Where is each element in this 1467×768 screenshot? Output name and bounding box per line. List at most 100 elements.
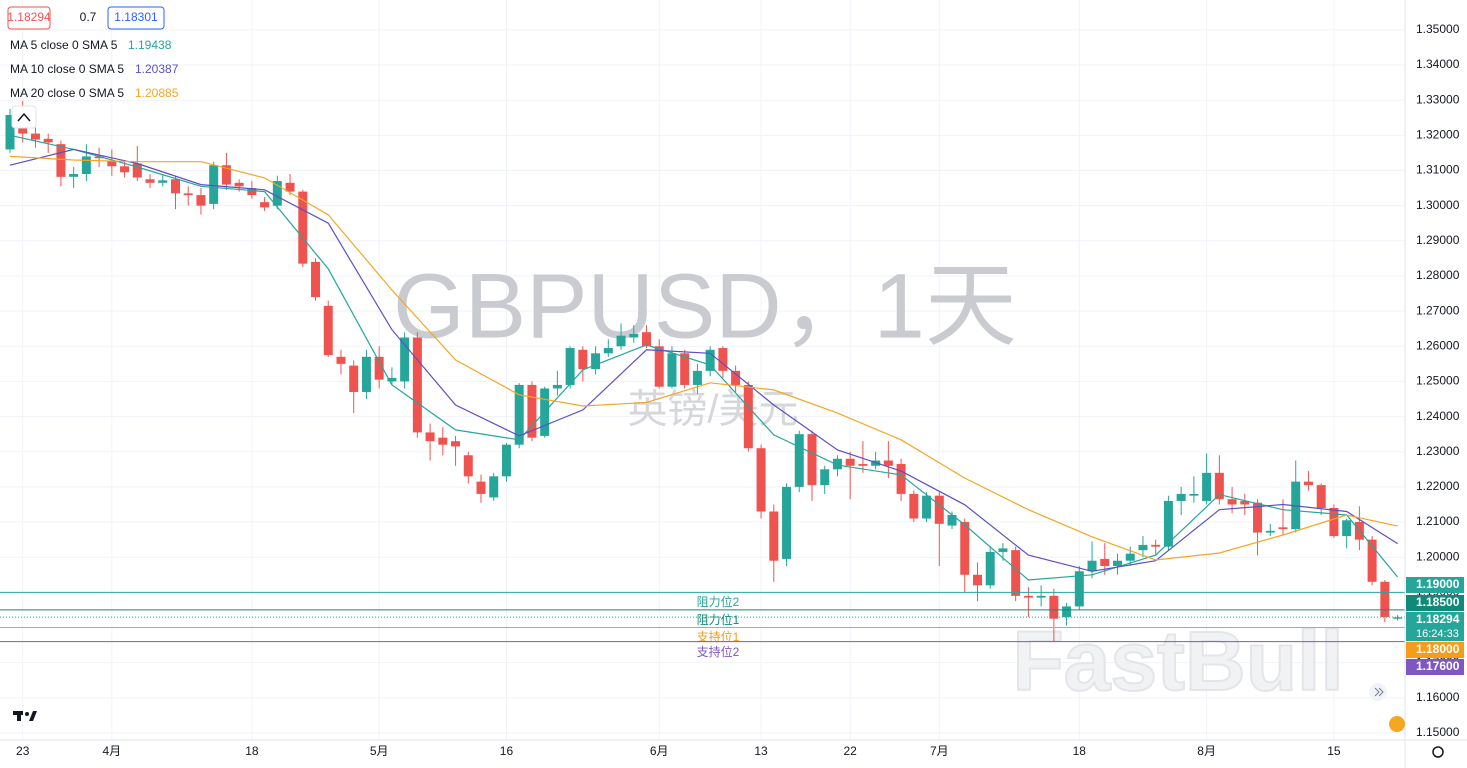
ask: 1.18301 [114, 10, 158, 24]
x-tick-label: 6月 [650, 744, 669, 758]
y-tick-label: 1.26000 [1416, 338, 1460, 352]
candle-body [1367, 539, 1377, 582]
candle-body [756, 448, 766, 512]
y-tick-label: 1.23000 [1416, 444, 1460, 458]
logo-part [25, 712, 29, 716]
collapse-icon [17, 112, 31, 122]
y-tick-label: 1.31000 [1416, 163, 1460, 177]
last-price-box [1406, 612, 1464, 641]
candle-body [387, 377, 397, 382]
candle-body [1100, 558, 1110, 566]
level-price-box [1406, 659, 1464, 675]
bid-box [7, 6, 51, 30]
candle-body [896, 464, 906, 494]
candle-body [463, 455, 473, 477]
candle-body [501, 444, 511, 477]
ma-line [9, 155, 1398, 561]
x-tick-label: 4月 [102, 744, 121, 758]
candle-body [1227, 499, 1237, 505]
y-tick-label: 1.28000 [1416, 268, 1460, 282]
candle-body [438, 437, 448, 445]
candle-body [374, 356, 384, 380]
level-price-label: 1.18000 [1416, 642, 1460, 656]
candle-body [94, 156, 104, 159]
candle-body [43, 138, 53, 143]
y-tick-label: 1.25000 [1416, 374, 1460, 388]
candle-body [170, 179, 180, 194]
candle-body [909, 493, 919, 519]
legend-label: MA 10 close 0 SMA 5 [10, 62, 124, 76]
candle-body [1303, 481, 1313, 486]
x-tick-label: 7月 [930, 744, 949, 758]
candle-body [1087, 560, 1097, 572]
candle-body [1074, 571, 1084, 607]
candle-body [883, 460, 893, 466]
level-price-label: 1.18500 [1416, 595, 1460, 609]
candle-body [1062, 606, 1072, 617]
candle-body [998, 548, 1008, 552]
candle-body [782, 486, 792, 559]
candle-body [260, 202, 270, 208]
candle-body [361, 356, 371, 392]
candle-body [680, 353, 690, 385]
candle-body [565, 348, 575, 385]
candle-body [1011, 550, 1021, 596]
logo-part [29, 711, 37, 721]
candle-body [56, 144, 66, 177]
candle-body [642, 332, 651, 347]
candle-body [807, 434, 817, 486]
candle-body [120, 166, 130, 173]
candle-body [1316, 485, 1326, 508]
ma-line [9, 148, 1398, 572]
candle-body [451, 441, 461, 447]
level-label: 阻力位1 [697, 612, 740, 627]
candle-body [1265, 530, 1275, 533]
candle-body [629, 333, 639, 338]
candle-body [578, 349, 588, 370]
x-tick-label: 16 [500, 744, 514, 758]
candle-body [476, 481, 486, 494]
level-price-box [1406, 577, 1464, 593]
candle-body [81, 156, 91, 175]
collapse-button[interactable] [11, 105, 37, 129]
legend-label: MA 5 close 0 SMA 5 [10, 38, 118, 52]
candle-body [731, 370, 741, 385]
candle-body [1023, 595, 1033, 598]
candle-body [132, 163, 142, 178]
candle-body [947, 515, 957, 526]
candle-body [209, 165, 219, 204]
candle-body [743, 384, 753, 449]
candle-body [705, 349, 715, 371]
y-tick-label: 1.34000 [1416, 57, 1460, 71]
candle-body [1163, 500, 1173, 547]
candle-body [5, 114, 15, 150]
legend: MA 5 close 0 SMA 5 1.19438 MA 10 close 0 S… [10, 38, 179, 100]
flag-icon [1389, 716, 1405, 732]
y-tick-label: 1.15000 [1416, 725, 1460, 739]
candle-body [603, 348, 613, 354]
candle-body [489, 476, 499, 498]
y-tick-label: 1.21000 [1416, 514, 1460, 528]
y-tick-label: 1.35000 [1416, 22, 1460, 36]
candle-body [1138, 544, 1148, 551]
candle-body [69, 174, 79, 177]
candle-body [718, 348, 728, 371]
candle-body [1253, 502, 1263, 533]
settings-button[interactable] [1432, 746, 1444, 758]
candle-body [221, 165, 231, 185]
y-tick-label: 1.30000 [1416, 198, 1460, 212]
candle-body [1240, 500, 1250, 505]
candle-body [616, 335, 626, 347]
watermark-brand: FastBull [1012, 614, 1343, 708]
candle-body [794, 434, 804, 487]
x-tick-label: 23 [16, 744, 30, 758]
candle-body [285, 182, 295, 192]
candle-body [845, 458, 855, 466]
level-label: 阻力位2 [697, 594, 740, 609]
scroll-button[interactable] [1369, 683, 1387, 701]
scroll-icon [1374, 687, 1384, 697]
candle-body [922, 495, 932, 519]
countdown: 16:24:33 [1416, 628, 1459, 640]
candle-body [196, 195, 206, 206]
